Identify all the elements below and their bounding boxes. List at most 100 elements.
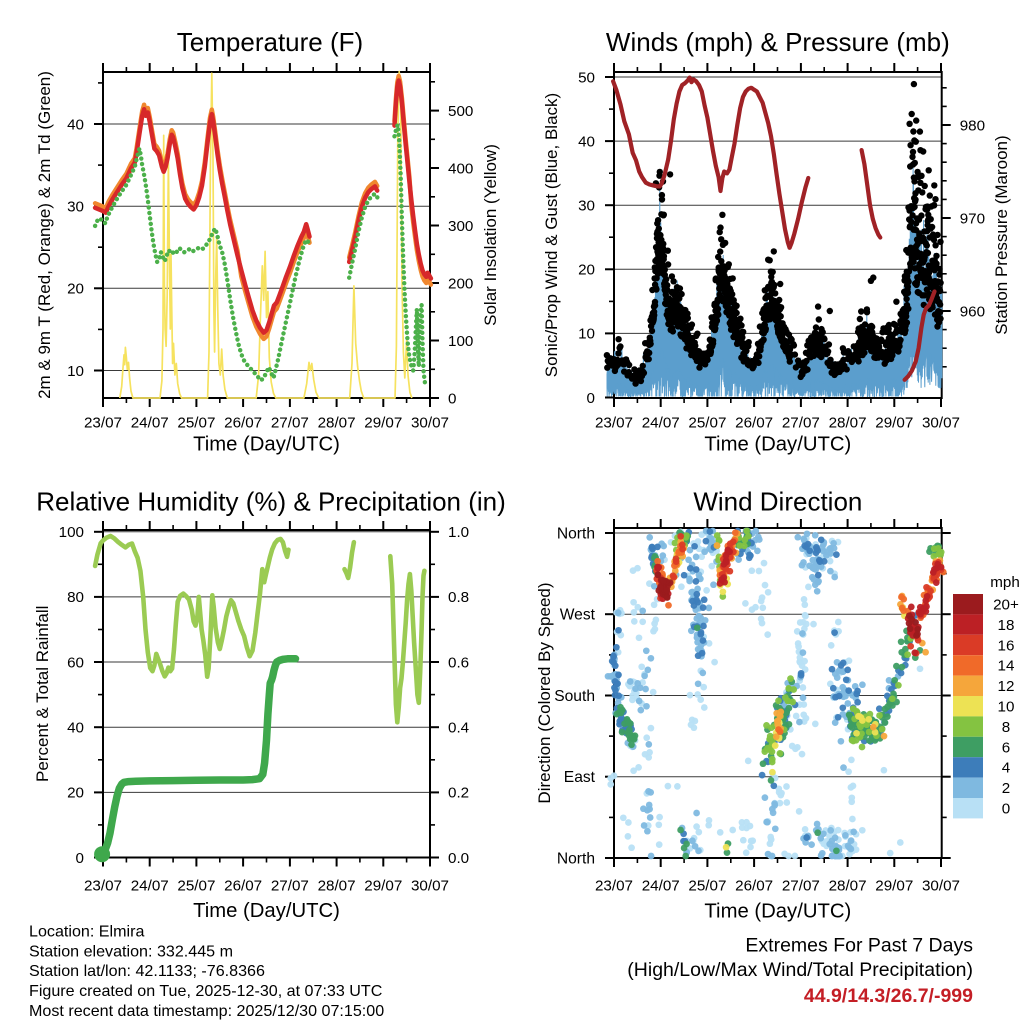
svg-text:44.9/14.3/26.7/-999: 44.9/14.3/26.7/-999	[804, 985, 973, 1007]
svg-text:960: 960	[960, 303, 985, 320]
svg-text:Winds (mph) & Pressure (mb): Winds (mph) & Pressure (mb)	[606, 27, 950, 57]
svg-text:26/07: 26/07	[224, 415, 262, 432]
svg-text:6: 6	[1002, 739, 1010, 756]
svg-text:0: 0	[76, 850, 84, 867]
svg-text:20+: 20+	[993, 597, 1019, 614]
svg-text:East: East	[564, 769, 596, 786]
svg-text:200: 200	[448, 275, 473, 292]
svg-text:20: 20	[578, 262, 595, 279]
svg-text:27/07: 27/07	[782, 415, 820, 432]
svg-text:26/07: 26/07	[735, 878, 773, 895]
svg-text:Direction (Colored By Speed): Direction (Colored By Speed)	[535, 582, 554, 803]
svg-text:23/07: 23/07	[595, 415, 633, 432]
svg-text:29/07: 29/07	[364, 878, 402, 895]
svg-text:Extremes For Past 7 Days: Extremes For Past 7 Days	[745, 935, 973, 957]
svg-text:26/07: 26/07	[735, 415, 773, 432]
svg-text:0.6: 0.6	[448, 654, 469, 671]
svg-text:100: 100	[448, 333, 473, 350]
svg-text:0: 0	[1002, 801, 1010, 818]
svg-text:Temperature (F): Temperature (F)	[177, 27, 363, 57]
svg-text:Solar Insolation (Yellow): Solar Insolation (Yellow)	[481, 144, 500, 326]
svg-text:30/07: 30/07	[411, 878, 449, 895]
svg-text:27/07: 27/07	[271, 415, 309, 432]
svg-text:Time (Day/UTC): Time (Day/UTC)	[193, 434, 340, 456]
svg-text:400: 400	[448, 160, 473, 177]
svg-text:29/07: 29/07	[875, 878, 913, 895]
svg-text:500: 500	[448, 103, 473, 120]
svg-text:30: 30	[67, 198, 84, 215]
svg-text:Station Pressure (Maroon): Station Pressure (Maroon)	[992, 135, 1011, 334]
svg-text:Location: Elmira: Location: Elmira	[29, 923, 144, 941]
svg-text:0: 0	[448, 390, 456, 407]
svg-text:0: 0	[587, 390, 595, 407]
svg-text:12: 12	[998, 678, 1015, 695]
svg-text:Station elevation: 332.445 m: Station elevation: 332.445 m	[29, 942, 233, 960]
svg-text:West: West	[560, 607, 596, 624]
svg-text:27/07: 27/07	[782, 878, 820, 895]
svg-text:300: 300	[448, 218, 473, 235]
svg-text:80: 80	[67, 589, 84, 606]
svg-text:100: 100	[59, 524, 84, 541]
svg-text:40: 40	[578, 133, 595, 150]
svg-text:28/07: 28/07	[318, 415, 356, 432]
svg-text:25/07: 25/07	[688, 878, 726, 895]
svg-text:20: 20	[67, 785, 84, 802]
svg-text:28/07: 28/07	[829, 878, 867, 895]
svg-text:(High/Low/Max Wind/Total Preci: (High/Low/Max Wind/Total Precipitation)	[627, 959, 973, 981]
svg-text:50: 50	[578, 69, 595, 86]
svg-text:16: 16	[998, 637, 1015, 654]
svg-text:24/07: 24/07	[131, 415, 169, 432]
svg-text:0.4: 0.4	[448, 720, 469, 737]
svg-text:20: 20	[67, 281, 84, 298]
svg-text:24/07: 24/07	[131, 878, 169, 895]
svg-text:25/07: 25/07	[688, 415, 726, 432]
svg-text:23/07: 23/07	[84, 415, 122, 432]
svg-text:970: 970	[960, 210, 985, 227]
svg-text:0.2: 0.2	[448, 785, 469, 802]
svg-text:Wind Direction: Wind Direction	[693, 487, 862, 517]
svg-text:Figure created on Tue, 2025-12: Figure created on Tue, 2025-12-30, at 07…	[29, 982, 383, 1000]
svg-text:North: North	[557, 851, 595, 868]
svg-text:1.0: 1.0	[448, 524, 469, 541]
svg-text:Station lat/lon: 42.1133; -76.: Station lat/lon: 42.1133; -76.8366	[29, 962, 265, 980]
svg-text:Relative Humidity (%) & Precip: Relative Humidity (%) & Precipitation (i…	[36, 487, 506, 517]
svg-text:18: 18	[998, 617, 1015, 634]
svg-text:0.8: 0.8	[448, 589, 469, 606]
svg-text:23/07: 23/07	[84, 878, 122, 895]
svg-text:25/07: 25/07	[177, 878, 215, 895]
svg-text:2: 2	[1002, 780, 1010, 797]
svg-text:30: 30	[578, 198, 595, 215]
svg-text:8: 8	[1002, 719, 1010, 736]
svg-text:40: 40	[67, 720, 84, 737]
svg-text:28/07: 28/07	[318, 878, 356, 895]
svg-text:23/07: 23/07	[595, 878, 633, 895]
svg-text:14: 14	[998, 658, 1015, 675]
svg-text:30/07: 30/07	[922, 415, 960, 432]
svg-text:4: 4	[1002, 760, 1010, 777]
svg-text:24/07: 24/07	[642, 415, 680, 432]
svg-text:26/07: 26/07	[224, 878, 262, 895]
svg-text:10: 10	[578, 326, 595, 343]
svg-text:24/07: 24/07	[642, 878, 680, 895]
svg-text:Percent & Total Rainfall: Percent & Total Rainfall	[33, 606, 52, 782]
svg-text:10: 10	[67, 363, 84, 380]
svg-text:60: 60	[67, 654, 84, 671]
svg-text:Time (Day/UTC): Time (Day/UTC)	[193, 900, 340, 922]
svg-text:South: South	[554, 688, 595, 705]
svg-text:mph: mph	[990, 574, 1020, 591]
svg-text:40: 40	[67, 116, 84, 133]
svg-text:29/07: 29/07	[875, 415, 913, 432]
svg-text:28/07: 28/07	[829, 415, 867, 432]
svg-text:30/07: 30/07	[922, 878, 960, 895]
svg-text:2m & 9m T (Red, Orange) & 2m T: 2m & 9m T (Red, Orange) & 2m Td (Green)	[35, 71, 54, 399]
svg-text:Sonic/Prop Wind & Gust (Blue,: Sonic/Prop Wind & Gust (Blue, Black)	[542, 93, 561, 377]
svg-text:10: 10	[998, 699, 1015, 716]
svg-text:980: 980	[960, 117, 985, 134]
svg-text:29/07: 29/07	[364, 415, 402, 432]
svg-text:30/07: 30/07	[411, 415, 449, 432]
svg-text:Most recent data timestamp: 20: Most recent data timestamp: 2025/12/30 0…	[29, 1002, 384, 1020]
svg-text:0.0: 0.0	[448, 850, 469, 867]
svg-text:Time (Day/UTC): Time (Day/UTC)	[704, 434, 851, 456]
svg-text:Time (Day/UTC): Time (Day/UTC)	[704, 901, 851, 923]
svg-text:25/07: 25/07	[177, 415, 215, 432]
